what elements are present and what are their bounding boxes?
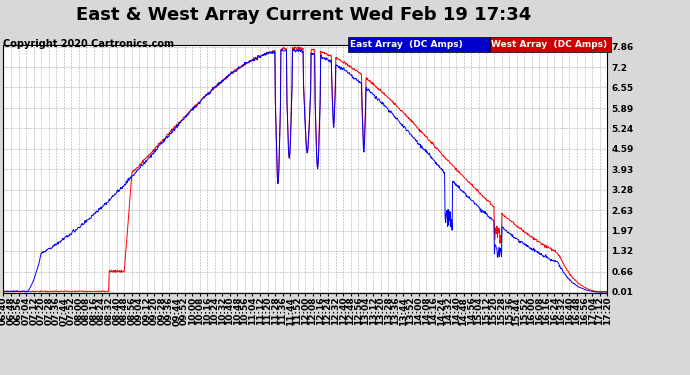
Text: Copyright 2020 Cartronics.com: Copyright 2020 Cartronics.com <box>3 39 175 50</box>
Text: East Array  (DC Amps): East Array (DC Amps) <box>350 40 462 49</box>
Text: West Array  (DC Amps): West Array (DC Amps) <box>491 40 607 49</box>
Text: East & West Array Current Wed Feb 19 17:34: East & West Array Current Wed Feb 19 17:… <box>76 6 531 24</box>
